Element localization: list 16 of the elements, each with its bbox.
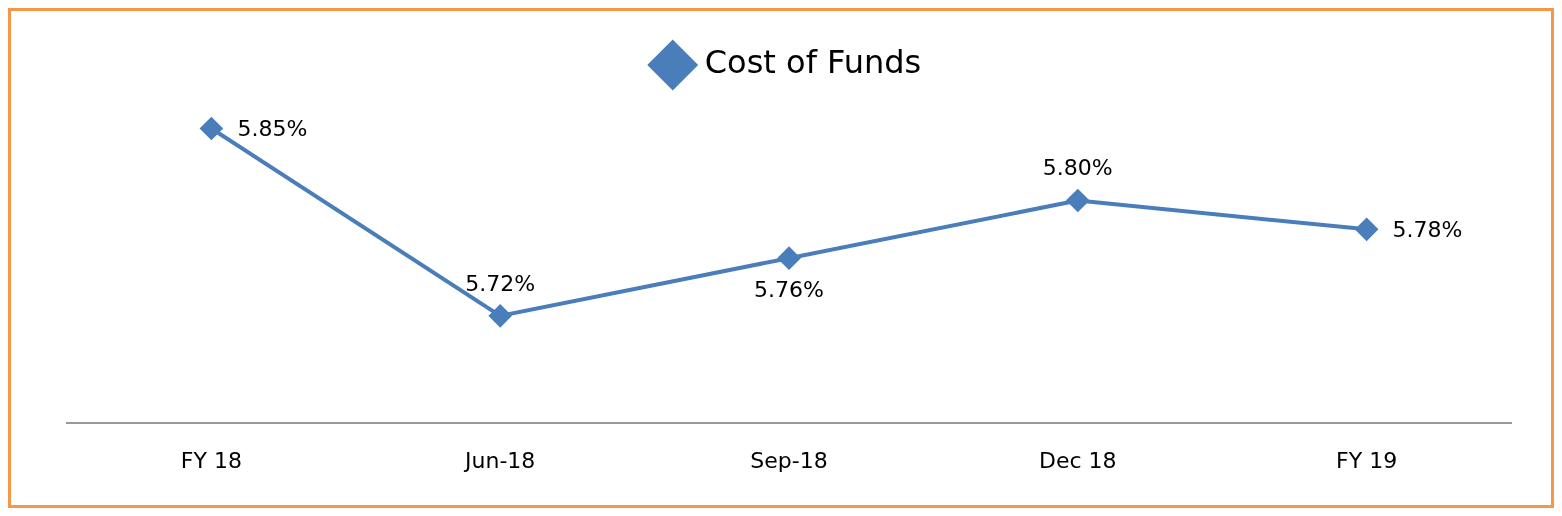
legend-label: Cost of Funds: [704, 43, 922, 82]
x-tick-label: FY 18: [180, 447, 242, 473]
data-label: 5.78%: [1392, 217, 1463, 243]
point: [1066, 189, 1089, 212]
data-label: 5.72%: [465, 270, 536, 296]
x-tick-label: FY 19: [1336, 447, 1398, 473]
data-label: 5.80%: [1042, 155, 1113, 181]
point: [1355, 218, 1378, 241]
data-label: 5.76%: [754, 276, 824, 302]
x-tick-label: Jun-18: [463, 447, 536, 473]
x-tick-label: Sep-18: [750, 447, 828, 473]
point: [200, 117, 223, 140]
x-tick-label: Dec 18: [1039, 447, 1117, 473]
data-label: 5.85%: [237, 116, 308, 142]
point: [778, 247, 800, 270]
point: [489, 304, 512, 327]
